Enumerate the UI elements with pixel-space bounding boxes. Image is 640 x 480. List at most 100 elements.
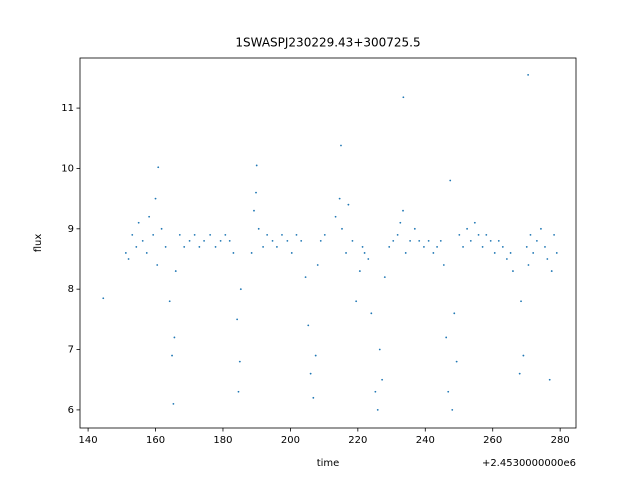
x-tick-label: 260 bbox=[483, 435, 502, 446]
data-point bbox=[409, 239, 412, 242]
x-tick-label: 140 bbox=[79, 435, 98, 446]
x-tick-label: 280 bbox=[551, 435, 570, 446]
data-point bbox=[550, 270, 553, 272]
x-tick-label: 160 bbox=[146, 435, 165, 446]
data-point bbox=[535, 239, 538, 242]
data-point bbox=[466, 227, 468, 230]
data-point bbox=[374, 390, 377, 393]
data-point bbox=[160, 227, 163, 230]
data-point bbox=[309, 372, 312, 375]
data-point bbox=[418, 239, 421, 242]
data-point bbox=[255, 164, 258, 167]
data-point bbox=[193, 233, 196, 236]
data-point bbox=[481, 246, 484, 248]
data-point bbox=[505, 258, 508, 260]
data-point bbox=[477, 233, 480, 236]
data-point bbox=[540, 227, 542, 230]
data-point bbox=[449, 179, 452, 182]
data-point bbox=[164, 246, 167, 248]
data-point bbox=[152, 233, 155, 236]
data-point bbox=[485, 233, 488, 236]
data-point bbox=[555, 252, 558, 254]
data-point bbox=[250, 252, 253, 254]
data-point bbox=[237, 390, 240, 393]
data-point bbox=[271, 239, 274, 242]
data-point bbox=[312, 396, 315, 399]
data-point bbox=[370, 312, 373, 315]
data-point bbox=[137, 221, 140, 224]
data-point bbox=[102, 297, 105, 300]
data-point bbox=[388, 246, 391, 248]
data-point bbox=[154, 197, 157, 200]
data-point bbox=[172, 402, 175, 405]
y-tick-label: 8 bbox=[68, 284, 74, 295]
data-point bbox=[442, 264, 445, 266]
data-point bbox=[453, 312, 456, 315]
data-point bbox=[145, 252, 148, 254]
data-point bbox=[255, 191, 257, 194]
data-point bbox=[236, 318, 239, 321]
data-point bbox=[238, 360, 241, 363]
data-point bbox=[127, 258, 130, 260]
data-point bbox=[399, 221, 402, 224]
data-point bbox=[183, 246, 186, 248]
x-tick-label: 200 bbox=[281, 435, 300, 446]
data-point bbox=[363, 252, 366, 254]
data-point bbox=[432, 252, 435, 254]
data-point bbox=[266, 233, 269, 236]
data-point bbox=[257, 227, 260, 230]
data-point bbox=[548, 378, 551, 381]
data-point bbox=[316, 264, 319, 266]
data-point bbox=[168, 300, 171, 303]
data-point bbox=[376, 408, 379, 411]
data-point bbox=[367, 258, 370, 260]
data-point bbox=[527, 74, 530, 76]
data-point bbox=[262, 246, 264, 248]
data-point bbox=[173, 336, 176, 339]
chart-title: 1SWASPJ230229.43+300725.5 bbox=[235, 36, 420, 50]
data-point bbox=[493, 252, 496, 254]
data-point bbox=[253, 209, 255, 212]
data-point bbox=[501, 246, 504, 248]
data-point bbox=[378, 348, 381, 351]
data-point bbox=[334, 215, 337, 218]
data-point bbox=[178, 233, 181, 236]
data-point bbox=[239, 288, 242, 291]
data-point bbox=[323, 233, 326, 236]
data-point bbox=[135, 246, 138, 248]
data-point bbox=[489, 239, 492, 242]
data-point bbox=[209, 233, 212, 236]
data-point bbox=[458, 233, 461, 236]
data-point bbox=[522, 354, 525, 357]
data-point bbox=[427, 239, 430, 242]
data-point bbox=[396, 233, 399, 236]
data-point bbox=[413, 227, 416, 230]
x-tick-label: 180 bbox=[213, 435, 232, 446]
data-point bbox=[156, 264, 159, 266]
data-point bbox=[224, 233, 227, 236]
data-point bbox=[314, 354, 317, 357]
data-point bbox=[347, 203, 350, 206]
data-point bbox=[319, 239, 322, 242]
data-point bbox=[355, 300, 358, 303]
data-point bbox=[546, 258, 549, 260]
data-point bbox=[532, 252, 535, 254]
data-point bbox=[447, 390, 450, 393]
data-point bbox=[509, 252, 512, 254]
data-point bbox=[198, 246, 201, 248]
data-point bbox=[214, 246, 217, 248]
data-point bbox=[404, 252, 407, 254]
data-point bbox=[300, 239, 303, 242]
data-point bbox=[527, 264, 530, 266]
data-point bbox=[148, 215, 151, 218]
data-point bbox=[361, 246, 364, 248]
x-tick-label: 240 bbox=[416, 435, 435, 446]
data-point bbox=[392, 239, 395, 242]
x-offset-label: +2.4530000000e6 bbox=[482, 458, 576, 469]
y-tick-label: 6 bbox=[68, 405, 74, 416]
data-point bbox=[219, 239, 222, 242]
data-point bbox=[525, 246, 528, 248]
data-point bbox=[232, 252, 235, 254]
y-axis-label: flux bbox=[33, 234, 44, 253]
